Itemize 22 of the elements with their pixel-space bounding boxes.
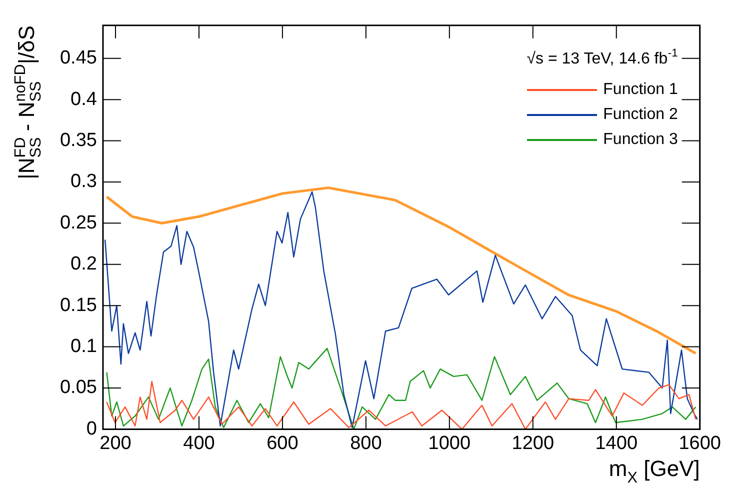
y-tick-label: 0.2 — [70, 254, 97, 275]
y-tick-label: 0.45 — [60, 48, 97, 69]
y-tick-label: 0.3 — [70, 171, 97, 192]
x-tick-label: 1000 — [428, 432, 471, 454]
legend-label: Function 2 — [603, 106, 678, 124]
y-tick-label: 0.1 — [70, 336, 97, 358]
y-tick-label: 0.25 — [60, 212, 97, 234]
y-axis-title: |NSSFD - NSSnoFD|/δS — [12, 25, 45, 180]
x-tick-label: 1200 — [512, 432, 554, 454]
legend-label: Function 1 — [603, 80, 678, 99]
x-tick-label: 200 — [100, 432, 132, 454]
x-tick-label: 1400 — [595, 432, 638, 454]
y-tick-label: 0.35 — [60, 130, 97, 152]
x-tick-label: 400 — [183, 432, 215, 454]
y-tick-label: 0.15 — [60, 294, 97, 316]
x-tick-label: 600 — [266, 432, 298, 454]
y-tick-label: 0.4 — [70, 88, 98, 110]
x-tick-label: 800 — [350, 432, 382, 454]
x-tick-label: 1600 — [678, 432, 722, 454]
y-tick-label: 0.05 — [60, 377, 97, 398]
y-tick-label: 0 — [86, 418, 97, 440]
legend-label: Function 3 — [603, 130, 678, 149]
